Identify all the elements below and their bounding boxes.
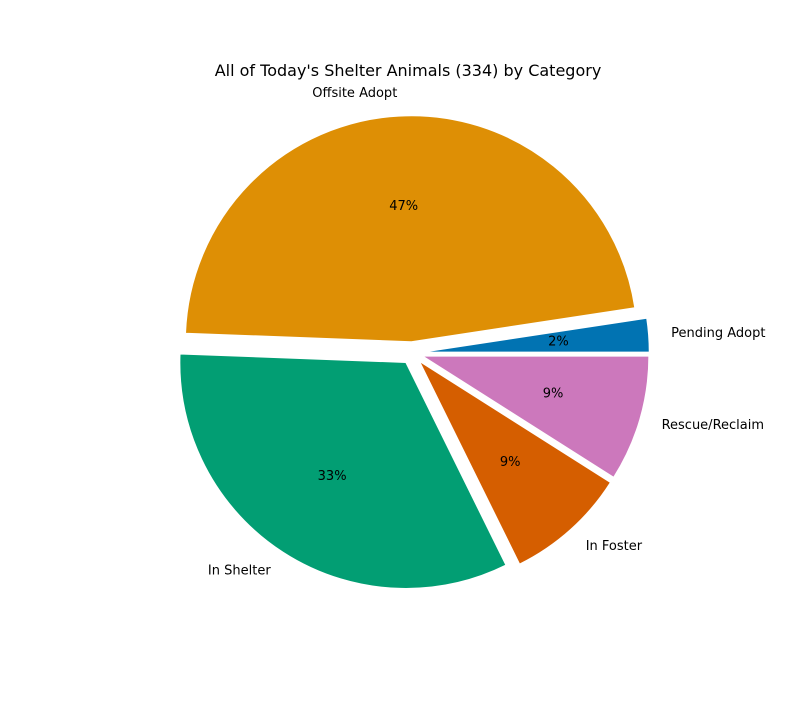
- pie-slice-pending-adopt: [423, 317, 650, 353]
- pie-slices: [179, 115, 650, 589]
- pie-percent-label: 47%: [389, 199, 418, 214]
- pie-percent-label: 33%: [318, 469, 347, 484]
- pie-slice-in-shelter: [179, 353, 507, 589]
- pie-category-label: Rescue/Reclaim: [662, 418, 764, 433]
- pie-category-label: Pending Adopt: [671, 326, 765, 341]
- pie-category-label: In Foster: [586, 539, 643, 554]
- pie-category-label: In Shelter: [208, 564, 271, 579]
- pie-percent-label: 9%: [543, 386, 564, 401]
- pie-labels: 2% Pending Adopt 47% Offsite Adopt 33% In She…: [208, 86, 766, 579]
- pie-category-label: Offsite Adopt: [312, 86, 397, 101]
- pie-slice-rescue-reclaim: [421, 355, 650, 478]
- chart-title: All of Today's Shelter Animals (334) by …: [215, 61, 602, 80]
- pie-slice-offsite-adopt: [185, 115, 636, 343]
- pie-percent-label: 9%: [500, 455, 521, 470]
- pie-percent-label: 2%: [548, 334, 569, 349]
- pie-slice-in-foster: [418, 360, 612, 565]
